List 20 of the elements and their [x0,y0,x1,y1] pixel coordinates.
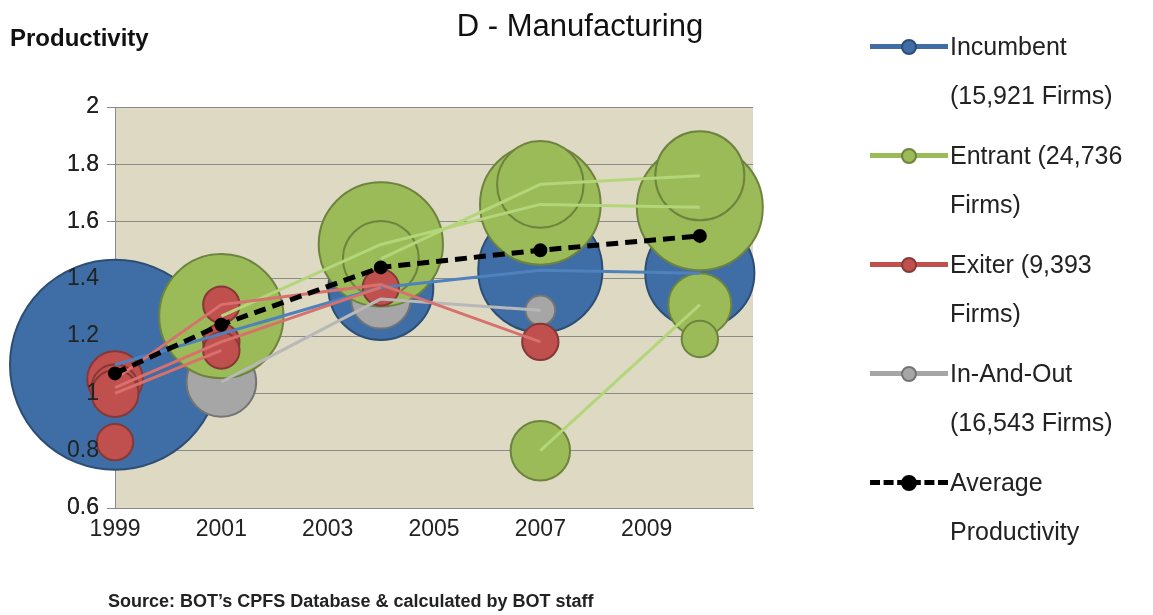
x-tick-label: 2009 [621,515,673,542]
legend-label: Exiter (9,393 Firms) [950,249,1093,329]
source-note: Source: BOT’s CPFS Database & calculated by BOT staff [108,591,594,612]
y-tick-label: 1.2 [67,321,99,348]
x-tick-label: 2001 [195,515,247,542]
legend-label: Entrant (24,736 Firms) [950,140,1124,220]
x-tick-label: 2003 [302,515,354,542]
x-tick-label: 2007 [514,515,566,542]
y-tick-label: 1.4 [67,264,100,291]
y-tick-label: 1.6 [67,206,99,233]
y-tick-label: 2 [86,92,99,119]
legend-label: In-And-Out (16,543 Firms) [950,358,1114,438]
chart-title: D - Manufacturing [455,8,705,44]
legend-label: Incumbent (15,921 Firms) [950,31,1114,111]
x-tick-label: 2005 [408,515,460,542]
y-axis-title: Productivity [10,24,149,52]
y-tick-label: 0.8 [67,436,99,463]
y-tick-label: 1 [86,378,99,405]
legend-label: Average Productivity [950,467,1081,547]
y-tick-label: 1.8 [67,149,99,176]
